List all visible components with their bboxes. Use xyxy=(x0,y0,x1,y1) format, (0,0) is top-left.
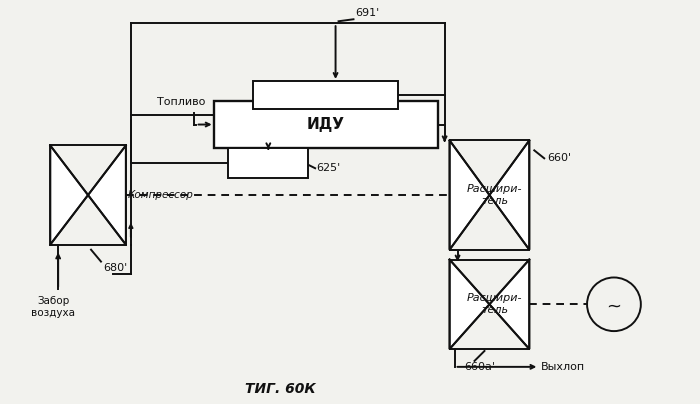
Text: Преднагреватель: Преднагреватель xyxy=(276,90,374,100)
Polygon shape xyxy=(489,260,529,349)
Bar xyxy=(228,148,308,178)
Text: ΤИГ. 60К: ΤИГ. 60К xyxy=(245,382,316,396)
Text: 680': 680' xyxy=(103,263,127,273)
Text: ~: ~ xyxy=(606,297,622,315)
Text: 625': 625' xyxy=(316,163,340,173)
Text: Топливо: Топливо xyxy=(158,97,206,107)
Bar xyxy=(253,81,398,109)
Polygon shape xyxy=(449,260,489,349)
Text: 660': 660' xyxy=(547,153,571,163)
Text: 691': 691' xyxy=(356,8,379,18)
Text: Компрессор: Компрессор xyxy=(128,190,194,200)
Text: Расшири-
тель: Расшири- тель xyxy=(467,293,522,315)
Text: Выхлоп: Выхлоп xyxy=(541,362,585,372)
Text: Забор
воздуха: Забор воздуха xyxy=(32,297,75,318)
Bar xyxy=(214,101,438,148)
Polygon shape xyxy=(50,145,88,245)
Text: 660a': 660a' xyxy=(464,362,495,372)
Polygon shape xyxy=(88,145,126,245)
Polygon shape xyxy=(489,141,529,250)
Text: Расшири-
тель: Расшири- тель xyxy=(467,184,522,206)
Text: ИДУ: ИДУ xyxy=(307,117,344,132)
Polygon shape xyxy=(449,141,489,250)
